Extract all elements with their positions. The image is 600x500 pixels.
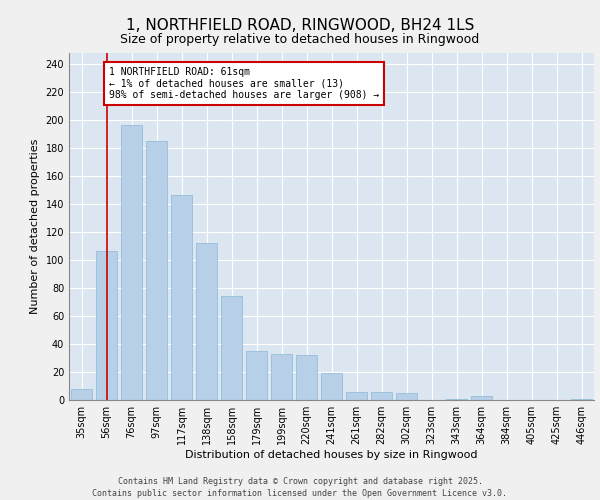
Y-axis label: Number of detached properties: Number of detached properties: [30, 138, 40, 314]
Bar: [446, 398, 467, 400]
Bar: [396, 393, 417, 400]
Bar: [321, 374, 342, 400]
Bar: [371, 392, 392, 400]
Bar: [196, 243, 217, 400]
Bar: [246, 351, 267, 400]
Bar: [171, 196, 192, 400]
Text: Size of property relative to detached houses in Ringwood: Size of property relative to detached ho…: [121, 32, 479, 46]
Text: Contains HM Land Registry data © Crown copyright and database right 2025.
Contai: Contains HM Land Registry data © Crown c…: [92, 476, 508, 498]
Text: 1 NORTHFIELD ROAD: 61sqm
← 1% of detached houses are smaller (13)
98% of semi-de: 1 NORTHFIELD ROAD: 61sqm ← 1% of detache…: [109, 66, 379, 100]
Bar: [296, 355, 317, 400]
Text: 1, NORTHFIELD ROAD, RINGWOOD, BH24 1LS: 1, NORTHFIELD ROAD, RINGWOOD, BH24 1LS: [126, 18, 474, 32]
Bar: [146, 141, 167, 400]
Bar: [71, 389, 92, 400]
X-axis label: Distribution of detached houses by size in Ringwood: Distribution of detached houses by size …: [185, 450, 478, 460]
Bar: [271, 354, 292, 400]
Bar: [221, 296, 242, 400]
Bar: [471, 396, 492, 400]
Bar: [96, 252, 117, 400]
Bar: [571, 398, 592, 400]
Bar: [346, 392, 367, 400]
Bar: [121, 126, 142, 400]
